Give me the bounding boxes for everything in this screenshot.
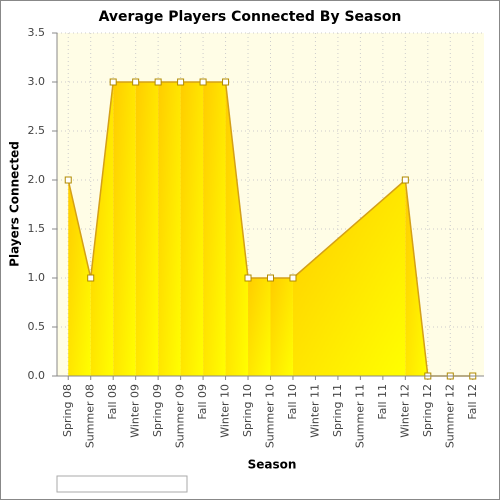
x-tick-label: Spring 12 [421,384,434,437]
marker [109,78,117,86]
y-tick-label: 2.5 [28,124,46,137]
area-segment [270,278,293,376]
x-tick-label: Spring 11 [331,384,344,437]
area-segment [158,82,181,376]
area-segment [90,82,114,376]
line-segment [404,179,429,377]
x-tick-label: Fall 11 [376,384,389,420]
marker [401,176,409,184]
marker [154,78,162,86]
y-tick-label: 1.5 [28,222,46,235]
x-tick-label: Spring 09 [151,384,164,437]
marker [177,78,185,86]
x-tick-label: Spring 08 [61,384,74,437]
marker [64,176,72,184]
marker [267,274,274,282]
x-tick-label: Winter 10 [219,384,232,438]
x-tick-label: Winter 11 [308,384,321,438]
y-axis-title: Players Connected [8,141,22,267]
x-tick-label: Summer 08 [84,384,97,448]
line-segment [292,179,406,279]
area-segment [135,82,159,376]
area-segment [113,82,136,376]
marker [132,78,140,86]
x-tick-label: Fall 09 [196,384,209,420]
area-segment [292,180,406,376]
y-tick-label: 2.0 [28,173,46,186]
x-tick-label: Fall 12 [466,384,479,420]
x-tick-label: Spring 10 [241,384,254,437]
x-tick-label: Fall 08 [106,384,119,420]
line-segment [224,81,249,279]
x-axis-title: Season [248,458,297,472]
y-tick-label: 3.5 [28,26,46,39]
marker [244,274,252,282]
x-tick-label: Summer 12 [443,384,456,448]
y-tick-label: 1.0 [28,271,46,284]
line-segment [89,81,114,279]
x-tick-label: Summer 11 [353,384,366,448]
y-tick-label: 3.0 [28,75,46,88]
marker [87,274,95,282]
y-tick-label: 0.0 [28,369,46,382]
x-tick-label: Winter 12 [398,384,411,438]
marker [289,274,297,282]
marker [222,78,230,86]
y-tick-label: 0.5 [28,320,46,333]
legend [56,475,188,493]
area-segment [68,180,91,376]
x-tick-label: Summer 09 [174,384,187,448]
x-tick-label: Fall 10 [286,384,299,420]
area-segment [203,82,226,376]
x-tick-label: Summer 10 [264,384,277,448]
marker [199,78,207,86]
area-segment [225,82,249,376]
area-segment [248,278,271,376]
chart-title: Average Players Connected By Season [99,9,402,25]
area-segment [180,82,204,376]
line-segment [67,179,92,279]
x-tick-label: Winter 09 [129,384,142,438]
